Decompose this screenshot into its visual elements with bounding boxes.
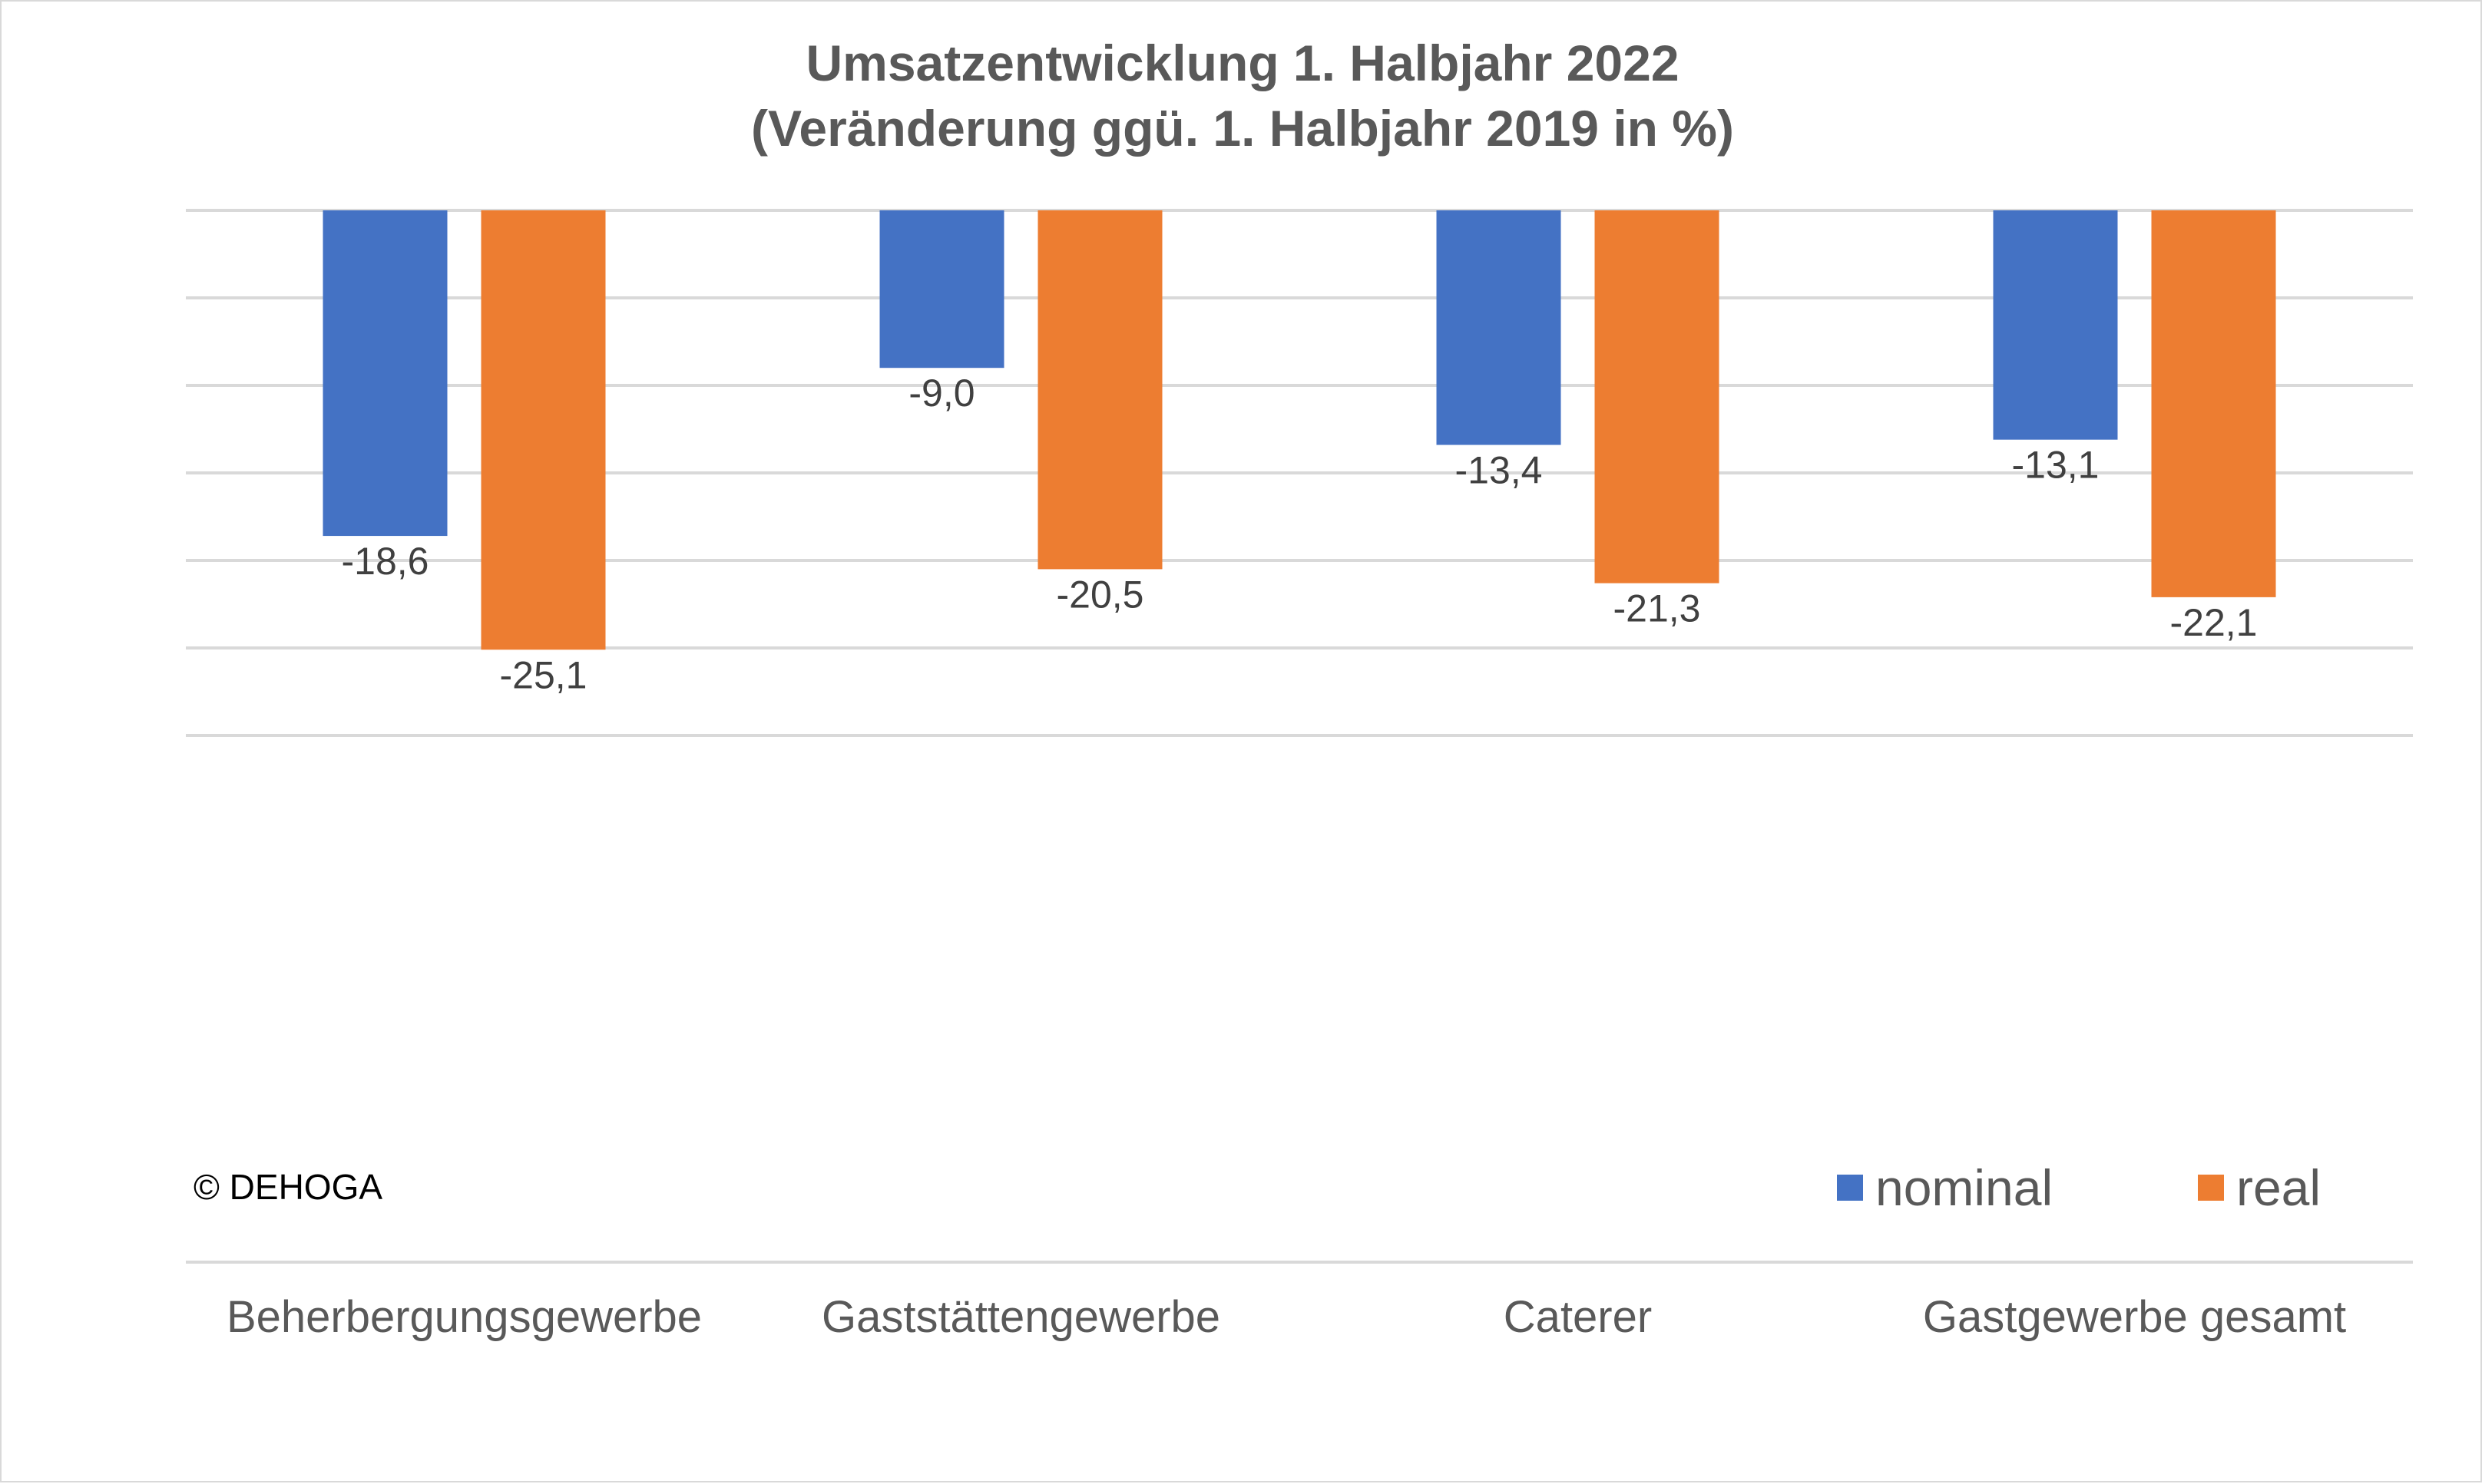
data-label-nominal: -18,6: [342, 540, 429, 583]
category-label: Caterer: [1504, 1292, 1652, 1342]
data-label-real: -22,1: [2170, 601, 2258, 644]
category-label: Gaststättengewerbe: [822, 1292, 1220, 1342]
data-label-nominal: -13,4: [1455, 449, 1543, 492]
data-labels: -18,6 -25,1 -9,0 -20,5 -13,4 -21,3 -13,1 -22,1: [342, 372, 2258, 696]
chart-title: Umsatzentwicklung 1. Halbjahr 2022: [806, 35, 1679, 91]
legend: nominal real: [1837, 1159, 2321, 1216]
legend-label-real: real: [2236, 1159, 2321, 1216]
category-label: Beherbergungsgewerbe: [227, 1292, 702, 1342]
data-label-real: -21,3: [1613, 587, 1701, 630]
bar-nominal: [879, 210, 1004, 369]
category-label: Gastgewerbe gesamt: [1923, 1292, 2346, 1342]
bars: [323, 210, 2276, 650]
legend-swatch-real: [2198, 1175, 2224, 1201]
bar-real: [481, 210, 606, 650]
legend-swatch-nominal: [1837, 1175, 1863, 1201]
copyright-annotation: © DEHOGA: [194, 1167, 382, 1207]
bar-real: [1037, 210, 1163, 570]
data-label-nominal: -9,0: [908, 372, 975, 415]
data-label-real: -25,1: [500, 653, 587, 696]
bar-nominal: [1993, 210, 2118, 440]
chart-subtitle: (Veränderung ggü. 1. Halbjahr 2019 in %): [751, 100, 1734, 157]
bar-nominal: [1436, 210, 1561, 445]
data-label-nominal: -13,1: [2012, 444, 2100, 487]
data-label-real: -20,5: [1057, 573, 1144, 616]
bar-real: [2151, 210, 2276, 597]
category-labels: Beherbergungsgewerbe Gaststättengewerbe Ca…: [227, 1292, 2346, 1342]
legend-label-nominal: nominal: [1875, 1159, 2053, 1216]
bar-real: [1594, 210, 1719, 583]
bar-nominal: [323, 210, 448, 537]
